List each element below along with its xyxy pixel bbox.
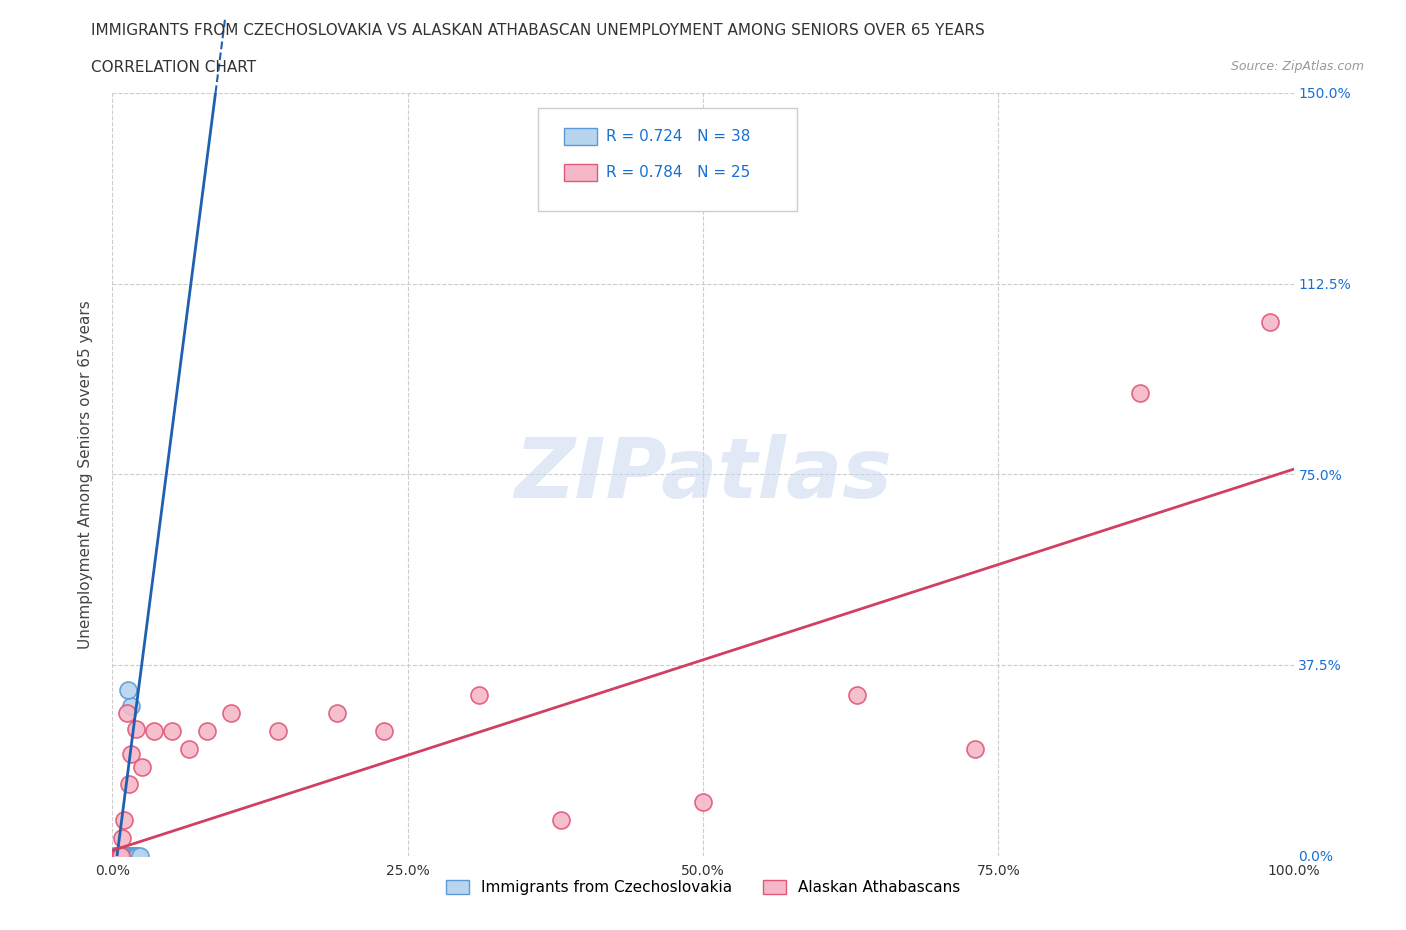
- Point: [112, 848, 135, 863]
- Point: [105, 848, 128, 863]
- Point: [550, 813, 572, 828]
- Point: [105, 848, 128, 863]
- Point: [120, 848, 142, 863]
- Point: [111, 848, 134, 863]
- Point: [120, 848, 142, 863]
- Point: [1129, 386, 1152, 401]
- Text: IMMIGRANTS FROM CZECHOSLOVAKIA VS ALASKAN ATHABASCAN UNEMPLOYMENT AMONG SENIORS : IMMIGRANTS FROM CZECHOSLOVAKIA VS ALASKA…: [91, 23, 986, 38]
- Point: [105, 848, 128, 863]
- Legend: Immigrants from Czechoslovakia, Alaskan Athabascans: Immigrants from Czechoslovakia, Alaskan …: [440, 874, 966, 901]
- Point: [110, 848, 132, 863]
- Point: [107, 848, 129, 863]
- Point: [125, 848, 148, 863]
- Point: [142, 724, 165, 738]
- Text: CORRELATION CHART: CORRELATION CHART: [91, 60, 256, 75]
- Point: [125, 721, 148, 736]
- Point: [120, 747, 142, 762]
- Point: [118, 777, 141, 791]
- Point: [112, 848, 135, 863]
- Point: [104, 848, 127, 863]
- Point: [160, 724, 183, 738]
- Point: [195, 724, 218, 738]
- Text: R = 0.724   N = 38: R = 0.724 N = 38: [606, 129, 751, 144]
- Point: [118, 848, 141, 863]
- Point: [108, 848, 131, 863]
- Point: [105, 848, 128, 863]
- Point: [112, 848, 135, 863]
- Point: [115, 848, 138, 863]
- Point: [120, 698, 142, 713]
- Point: [179, 741, 201, 756]
- Point: [845, 688, 868, 703]
- Point: [692, 795, 714, 810]
- Point: [108, 848, 131, 863]
- Point: [107, 848, 129, 863]
- Point: [110, 848, 132, 863]
- Bar: [564, 164, 596, 180]
- Point: [267, 724, 290, 738]
- Point: [124, 848, 146, 863]
- Point: [1258, 314, 1281, 329]
- Point: [219, 706, 242, 721]
- Point: [111, 848, 134, 863]
- Point: [105, 848, 128, 863]
- FancyBboxPatch shape: [537, 108, 797, 211]
- Point: [131, 759, 153, 774]
- Point: [120, 848, 142, 863]
- Point: [112, 848, 135, 863]
- Point: [326, 706, 349, 721]
- Point: [128, 848, 150, 863]
- Point: [117, 848, 139, 863]
- Point: [108, 848, 131, 863]
- Point: [110, 848, 132, 863]
- Point: [108, 848, 131, 863]
- Point: [111, 848, 134, 863]
- Text: Source: ZipAtlas.com: Source: ZipAtlas.com: [1230, 60, 1364, 73]
- Point: [107, 848, 129, 863]
- Point: [115, 848, 138, 863]
- Text: ZIPatlas: ZIPatlas: [515, 433, 891, 515]
- Text: R = 0.784   N = 25: R = 0.784 N = 25: [606, 165, 751, 179]
- Point: [105, 848, 128, 863]
- Bar: [564, 128, 596, 145]
- Point: [114, 848, 136, 863]
- Point: [107, 848, 129, 863]
- Point: [467, 688, 489, 703]
- Point: [112, 813, 135, 828]
- Point: [117, 683, 139, 698]
- Y-axis label: Unemployment Among Seniors over 65 years: Unemployment Among Seniors over 65 years: [79, 300, 93, 649]
- Point: [122, 848, 145, 863]
- Point: [115, 706, 138, 721]
- Point: [127, 848, 149, 863]
- Point: [111, 830, 134, 845]
- Point: [373, 724, 395, 738]
- Point: [963, 741, 986, 756]
- Point: [110, 848, 132, 863]
